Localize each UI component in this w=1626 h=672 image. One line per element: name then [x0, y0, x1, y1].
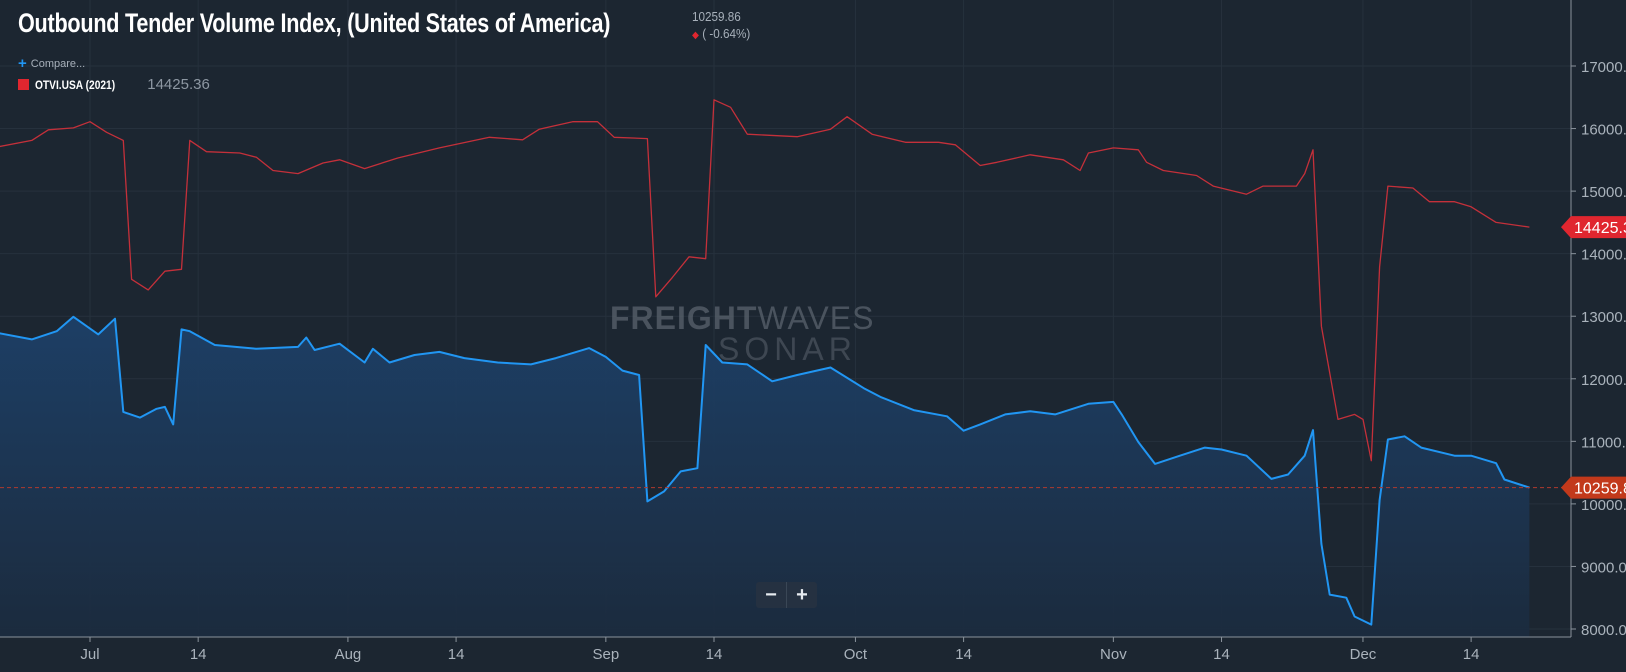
arrow-down-icon: ◆ — [692, 30, 699, 41]
y-tick-label: 15000.00 — [1581, 184, 1626, 201]
x-tick-label: Jul — [80, 646, 99, 663]
y-tick-label: 8000.00 — [1581, 622, 1626, 639]
last-value-label-text: 10259.86 — [1574, 481, 1626, 498]
x-tick-label: 14 — [706, 646, 723, 663]
series-line-current — [0, 315, 1530, 626]
x-tick-label: Nov — [1100, 646, 1127, 663]
plus-icon: + — [18, 55, 27, 72]
y-tick-label: 10000.00 — [1581, 497, 1626, 514]
y-tick-label: 17000.00 — [1581, 59, 1626, 76]
chart-title: Outbound Tender Volume Index, (United St… — [18, 8, 611, 38]
x-tick-label: Oct — [844, 646, 868, 663]
x-tick-label: Sep — [592, 646, 619, 663]
last-value-label: 10259.86 — [1561, 476, 1626, 499]
y-tick-label: 12000.00 — [1581, 372, 1626, 389]
y-tick-label: 14000.00 — [1581, 247, 1626, 264]
compare-label: Compare... — [30, 58, 86, 70]
zoom-out-button[interactable]: − — [765, 584, 777, 606]
last-value-label-bg — [1561, 476, 1626, 499]
x-tick-label: Aug — [335, 646, 362, 663]
x-tick-label: 14 — [448, 646, 465, 663]
last-value-label: 14425.36 — [1561, 216, 1626, 239]
x-tick-label: Dec — [1350, 646, 1377, 663]
legend-value: 14425.36 — [147, 76, 210, 93]
compare-button[interactable]: + Compare... — [18, 55, 85, 72]
x-tick-label: 14 — [1463, 646, 1480, 663]
zoom-controls: − + — [756, 582, 817, 608]
x-tick-label: 14 — [190, 646, 207, 663]
y-tick-label: 9000.00 — [1581, 559, 1626, 576]
change-percent: ( -0.64%) — [702, 26, 751, 41]
legend-item[interactable]: OTVI.USA (2021) 14425.36 — [18, 76, 210, 93]
last-value-label-text: 14425.36 — [1574, 220, 1626, 237]
zoom-in-button[interactable]: + — [786, 582, 817, 608]
last-value: 10259.86 — [692, 9, 741, 24]
legend-name: OTVI.USA (2021) — [35, 77, 116, 92]
series-area-fill — [0, 316, 1530, 637]
legend-swatch — [18, 79, 29, 90]
y-tick-label: 11000.00 — [1581, 434, 1626, 451]
last-value-label-bg — [1561, 216, 1626, 239]
x-tick-label: 14 — [955, 646, 972, 663]
y-tick-label: 16000.00 — [1581, 122, 1626, 139]
last-value-block: 10259.86 ◆ ( -0.64%) — [692, 8, 750, 44]
series-layer — [0, 99, 1571, 637]
x-tick-label: 14 — [1213, 646, 1230, 663]
y-tick-label: 13000.00 — [1581, 309, 1626, 326]
